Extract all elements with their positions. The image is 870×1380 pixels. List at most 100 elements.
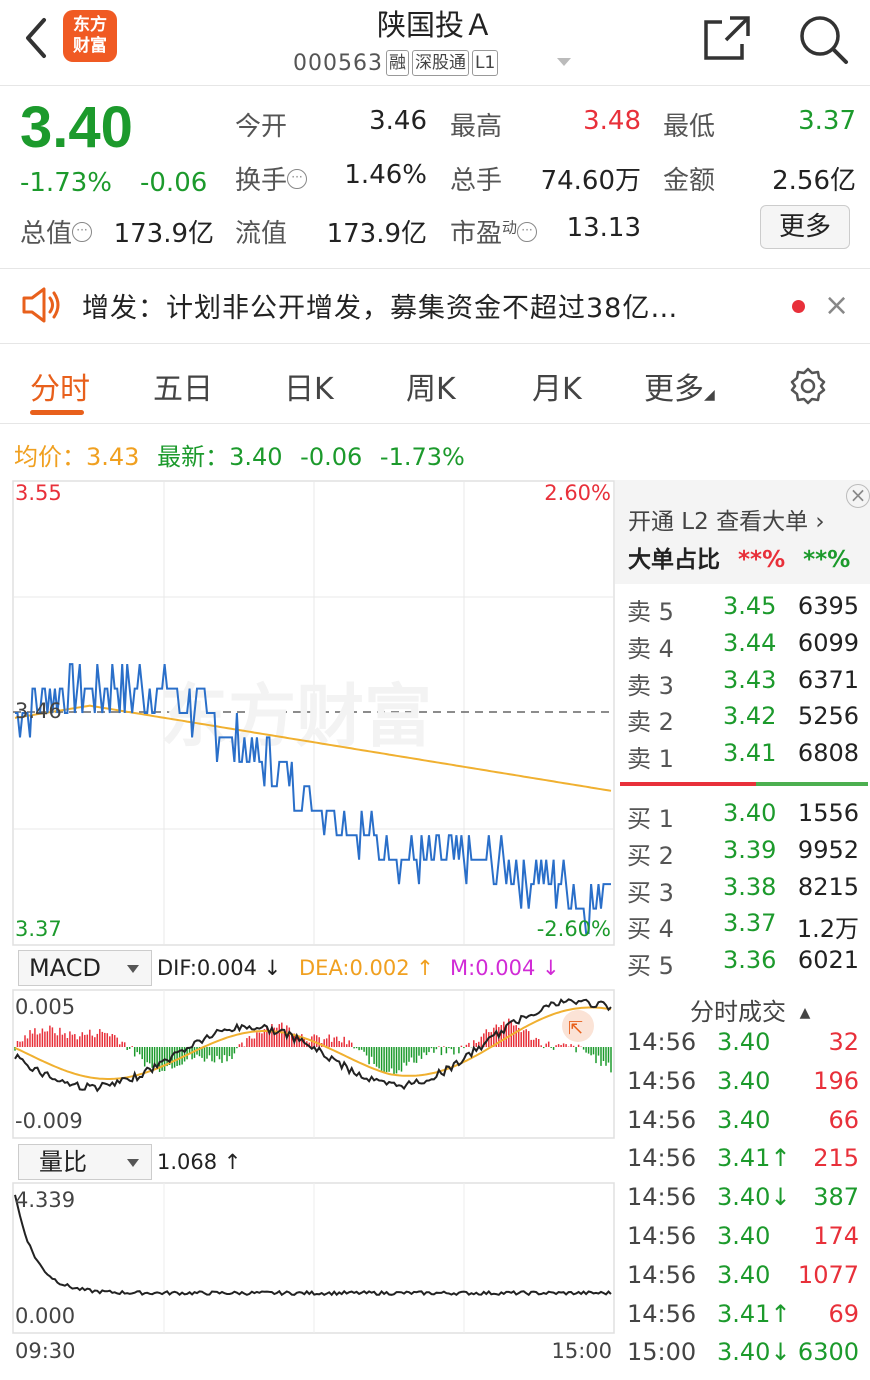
level-name: 卖 4 <box>627 634 674 663</box>
level-name: 买 4 <box>627 915 674 944</box>
tick-volume: 387 <box>813 1183 859 1212</box>
tick-row: 14:56 3.40 66 <box>627 1106 859 1142</box>
bid-row: 买 1 3.40 1556 <box>627 799 859 835</box>
latest-change: -0.06 <box>300 443 363 471</box>
tag-level: L1 <box>471 50 499 76</box>
level-name: 买 3 <box>627 878 674 907</box>
notice-bar[interactable] <box>0 268 870 344</box>
indicator-selector[interactable]: MACD <box>18 950 152 986</box>
volume-label: 总手 <box>450 166 503 196</box>
corner-caret-icon: ◢ <box>704 387 715 403</box>
change-percent: -1.73% <box>20 168 112 198</box>
tick-row: 14:56 3.40 1077 <box>627 1261 859 1297</box>
macd-y-bottom: -0.009 <box>15 1109 83 1133</box>
level-name: 买 2 <box>627 841 674 870</box>
y-axis-top: 3.55 <box>15 481 62 505</box>
tick-price: 3.40↓ <box>717 1183 791 1212</box>
tick-row: 14:56 3.41↑ 215 <box>627 1144 859 1180</box>
back-arrow-icon[interactable] <box>18 14 58 62</box>
tick-row: 15:00 3.40↓ 6300 <box>627 1338 859 1374</box>
more-stats-button[interactable]: 更多 <box>760 205 850 249</box>
info-icon[interactable]: ··· <box>287 169 308 189</box>
tick-volume: 215 <box>813 1144 859 1173</box>
bid-row: 买 2 3.39 9952 <box>627 836 859 872</box>
logo-text-1: 东方 <box>73 15 107 35</box>
notice-text[interactable]: 增发：计划非公开增发，募集资金不超过38亿… <box>82 293 679 324</box>
tick-time: 14:56 <box>627 1066 697 1095</box>
y-axis-bottom: 3.37 <box>15 917 62 941</box>
settings-gear-icon[interactable] <box>788 366 828 406</box>
stock-code: 000563 <box>293 51 383 76</box>
watermark: 东方财富 <box>160 678 432 757</box>
info-icon[interactable]: ··· <box>517 222 538 242</box>
level-volume: 6099 <box>797 628 859 657</box>
active-tab-indicator <box>30 410 84 415</box>
pct-axis-bottom: -2.60% <box>537 917 611 941</box>
dropdown-caret-icon[interactable] <box>557 58 571 66</box>
top-bar <box>0 0 870 86</box>
l2-promo[interactable] <box>615 480 870 584</box>
latest-percent: -1.73% <box>379 443 465 471</box>
last-price: 3.40 <box>20 95 133 160</box>
pct-axis-top: 2.60% <box>544 481 611 505</box>
level-price: 3.36 <box>723 946 777 975</box>
tab-monthly-k[interactable]: 月K <box>532 372 582 407</box>
l2-link[interactable]: 开通 L2 查看大单 › <box>628 502 825 536</box>
volume-ratio-line <box>14 1194 612 1297</box>
low-label: 最低 <box>663 112 716 142</box>
macd-m: M:0.004 ↓ <box>450 956 560 980</box>
avg-price-line <box>14 704 612 792</box>
tick-volume: 1077 <box>797 1260 859 1289</box>
tick-time: 14:56 <box>627 1144 697 1173</box>
indicator-name: MACD <box>29 954 101 982</box>
ask-row: 卖 1 3.41 6808 <box>627 739 859 775</box>
avg-value: 3.43 <box>86 443 140 471</box>
share-icon[interactable] <box>700 12 754 64</box>
ticks-title-text: 分时成交 <box>690 998 786 1026</box>
info-icon[interactable]: ··· <box>72 222 93 242</box>
x-axis-end: 15:00 <box>551 1339 612 1363</box>
tick-price: 3.40 <box>717 1105 771 1134</box>
level-price: 3.40 <box>723 799 777 827</box>
float-value: 173.9亿 <box>326 219 427 249</box>
pe-value: 13.13 <box>566 213 641 243</box>
close-icon[interactable]: × <box>824 288 850 323</box>
volume-ratio-selector[interactable]: 量比 <box>18 1144 152 1180</box>
tick-time: 14:56 <box>627 1183 697 1212</box>
tab-more[interactable]: 更多◢ <box>644 364 715 408</box>
level-price: 3.42 <box>723 702 777 731</box>
vr-y-top: 4.339 <box>15 1188 75 1212</box>
macd-y-top: 0.005 <box>15 995 75 1019</box>
tick-price: 3.40 <box>717 1222 771 1250</box>
stock-name[interactable]: 陕国投Ａ <box>376 8 493 42</box>
level-volume: 5256 <box>797 702 859 731</box>
pe-sup: 动 <box>502 218 518 237</box>
mktcap-value: 173.9亿 <box>113 219 214 249</box>
latest-value: 3.40 <box>229 443 283 471</box>
close-icon[interactable]: × <box>846 484 870 508</box>
tab-five-day[interactable]: 五日 <box>153 372 213 407</box>
amount-value: 2.56亿 <box>772 166 856 196</box>
tick-row: 14:56 3.40↓ 387 <box>627 1183 859 1219</box>
tab-daily-k[interactable]: 日K <box>284 372 334 407</box>
macd-dea: DEA:0.002 ↑ <box>299 956 434 980</box>
ticks-title[interactable]: 分时成交 ▲ <box>690 992 810 1027</box>
level-volume: 1556 <box>797 799 859 827</box>
search-icon[interactable] <box>796 12 850 66</box>
volume-ratio-value: 1.068 ↑ <box>157 1150 242 1174</box>
dif-line <box>14 998 612 1093</box>
intraday-chart[interactable]: 东方财富 3.55 3.46 3.37 2.60% -2.60% 0.005 -… <box>0 478 615 1368</box>
big-order-sell: **% <box>803 547 851 573</box>
tab-intraday[interactable]: 分时 <box>30 372 90 407</box>
low-value: 3.37 <box>798 106 856 136</box>
tick-time: 14:56 <box>627 1260 697 1289</box>
tick-volume: 6300 <box>797 1338 859 1367</box>
tick-price: 3.40 <box>717 1260 771 1289</box>
tab-more-label: 更多 <box>644 372 704 407</box>
level-volume: 9952 <box>797 835 859 864</box>
level-price: 3.38 <box>723 872 777 901</box>
tag-margin: 融 <box>385 50 409 76</box>
level-name: 卖 3 <box>627 671 674 700</box>
tab-weekly-k[interactable]: 周K <box>406 372 456 407</box>
stock-code-row[interactable]: 000563 融深股通 L1 <box>293 50 499 76</box>
